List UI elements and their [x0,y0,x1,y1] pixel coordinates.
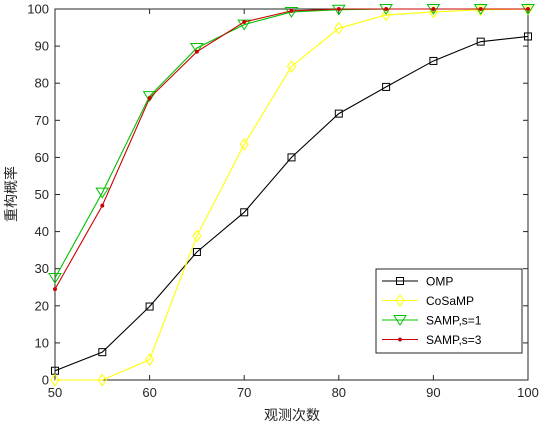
series-0 [51,32,532,375]
legend-item: SAMP,s=1 [382,314,482,328]
data-point [239,138,249,151]
data-point [384,6,389,12]
series-3 [52,6,531,292]
data-point [524,32,532,41]
y-tick-label: 50 [35,187,49,202]
data-point [192,229,202,243]
data-point [431,6,436,12]
data-point [147,95,152,101]
tick-labels: 50 60 70 80 90 100 0 10 20 30 40 50 60 70 80 90 100 [27,2,539,401]
series-line [55,8,529,381]
data-point [52,287,58,292]
data-point [100,203,105,208]
y-tick-label: 70 [35,113,49,128]
data-point [336,6,341,12]
data-point [334,109,343,118]
x-tick-label: 90 [426,385,440,400]
data-point [382,82,391,91]
y-tick-label: 10 [35,335,49,350]
data-point [286,60,297,73]
legend-label: OMP [426,275,453,289]
data-point [476,3,486,17]
x-tick-label: 70 [237,385,251,400]
axis-ticks [54,8,529,381]
y-tick-label: 100 [27,2,49,17]
data-point [429,56,438,65]
series-line [54,35,529,372]
data-point [145,302,154,311]
legend-label: SAMP,s=1 [426,314,482,328]
y-tick-label: 30 [35,261,49,276]
legend-marker [397,337,403,342]
data-point [48,272,62,284]
legend: OMP CoSaMP SAMP,s=1 SAMP,s=3 [375,268,523,354]
x-tick-label: 50 [48,385,62,400]
data-point [189,42,204,54]
x-tick-label: 60 [142,385,156,400]
legend-marker [395,294,405,307]
data-point [242,19,247,25]
data-point [289,8,294,13]
y-tick-label: 20 [35,298,49,313]
legend-item: OMP [382,275,453,289]
x-tick-label: 100 [517,385,539,400]
y-tick-label: 0 [42,373,49,388]
legend-label: SAMP,s=3 [426,333,482,347]
data-point [97,373,107,387]
data-point [192,248,201,257]
series-group [48,2,535,387]
legend-marker [393,315,407,326]
y-tick-label: 60 [35,150,49,165]
y-tick-label: 90 [35,39,49,54]
data-point [142,91,157,103]
legend-item: SAMP,s=3 [382,333,482,347]
data-point [287,153,296,162]
data-point [144,353,155,366]
y-tick-label: 40 [35,224,49,239]
data-point [194,49,199,54]
x-axis-label: 观测次数 [264,408,320,424]
x-tick-label: 80 [332,385,346,400]
data-point [331,4,346,16]
data-point [381,8,391,22]
data-point [476,37,485,46]
data-point [284,6,299,18]
data-point [525,6,531,12]
data-point [98,348,107,357]
data-point [50,373,60,387]
data-point [478,6,483,12]
legend-item: CoSaMP [382,294,474,308]
data-point [95,187,110,199]
y-tick-label: 80 [35,76,49,91]
legend-label: CoSaMP [426,294,474,308]
y-axis-label: 重构概率 [3,166,20,222]
data-point [334,21,344,35]
data-point [240,208,249,217]
legend-marker [396,277,404,285]
